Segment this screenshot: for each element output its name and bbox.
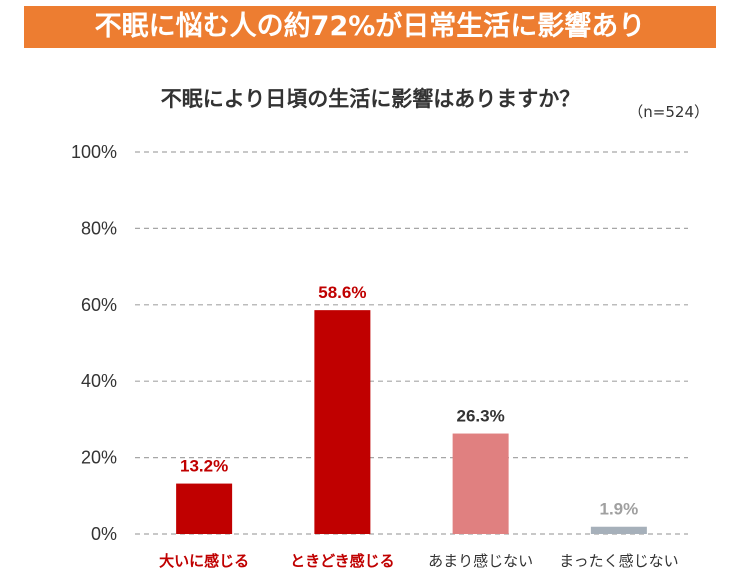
sample-size-note: （n=524） <box>628 103 709 121</box>
category-label: 大いに感じる <box>159 552 249 570</box>
data-label: 26.3% <box>457 407 505 426</box>
y-tick-label: 60% <box>81 295 117 315</box>
bar <box>176 483 233 534</box>
chart-title: 不眠により日頃の生活に影響はありますか？ <box>160 87 581 111</box>
bar <box>314 310 371 534</box>
y-tick-label: 100% <box>71 142 117 162</box>
data-label: 1.9% <box>600 500 639 519</box>
bar <box>452 433 509 534</box>
y-tick-label: 40% <box>81 371 117 391</box>
category-label: まったく感じない <box>559 552 678 570</box>
headline-text: 不眠に悩む人の約72%が日常生活に影響あり <box>94 11 646 42</box>
headline-banner: 不眠に悩む人の約72%が日常生活に影響あり <box>24 6 716 48</box>
data-label: 58.6% <box>318 283 366 302</box>
bar <box>590 526 647 534</box>
y-tick-label: 80% <box>81 218 117 238</box>
y-tick-label: 0% <box>91 524 117 544</box>
data-label: 13.2% <box>180 457 228 476</box>
y-tick-label: 20% <box>81 448 117 468</box>
category-label: ときどき感じる <box>290 552 395 570</box>
category-label: あまり感じない <box>428 552 533 570</box>
